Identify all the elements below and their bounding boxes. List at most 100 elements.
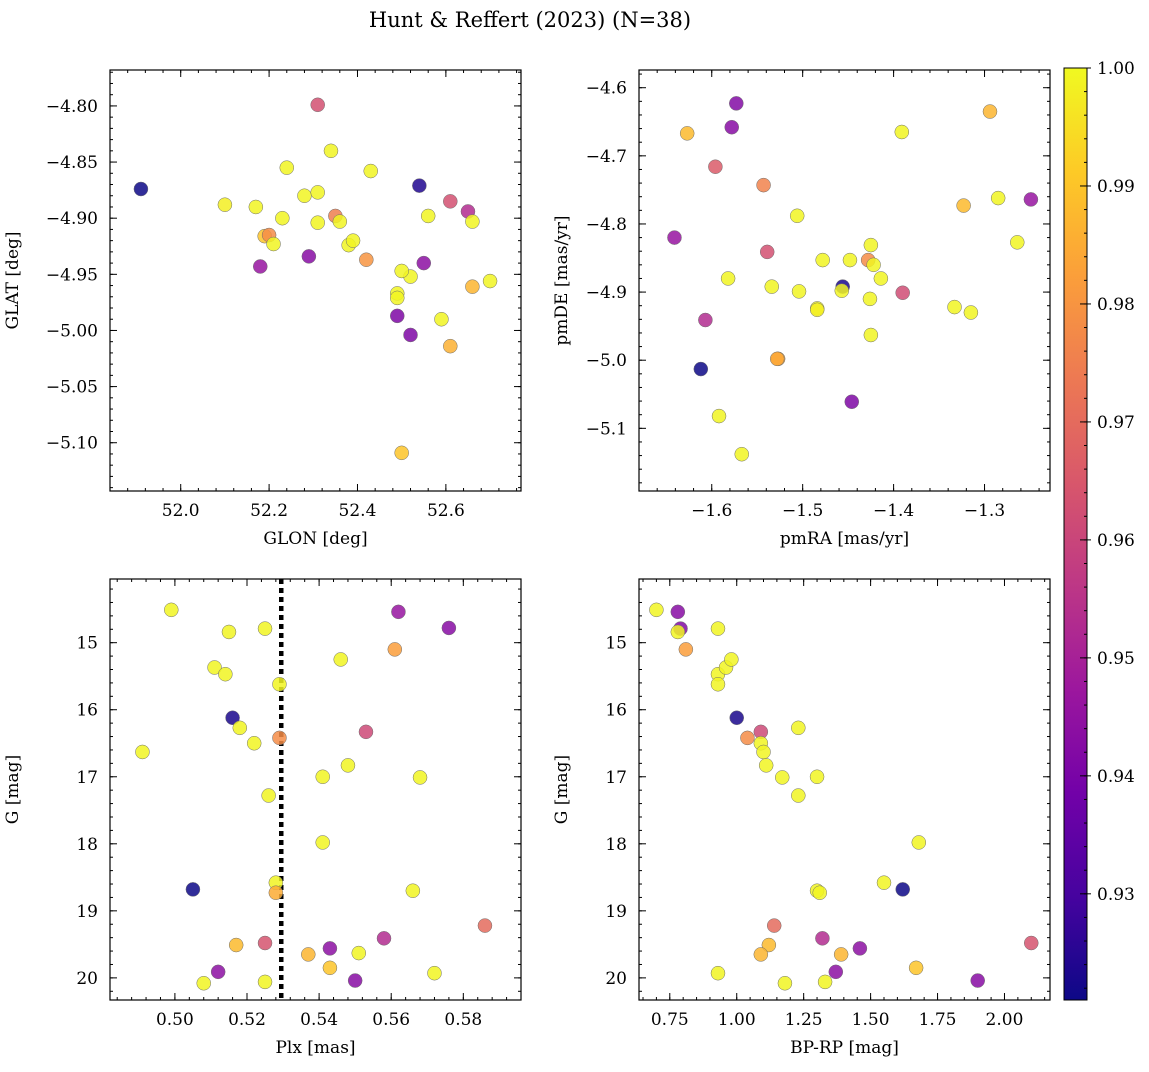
data-point: [477, 918, 493, 933]
data-point: [990, 190, 1006, 206]
x-tick-label: 0.52: [228, 1010, 266, 1030]
y-tick-label: −4.80: [46, 97, 98, 117]
data-point: [753, 947, 769, 962]
x-tick-label: −1.5: [782, 501, 823, 521]
y-tick-label: −5.0: [586, 351, 627, 371]
y-tick-label: −5.00: [46, 321, 98, 341]
data-point: [710, 621, 726, 636]
data-point: [232, 720, 248, 736]
y-tick-label: −4.90: [46, 209, 98, 229]
data-point: [791, 284, 807, 299]
data-point: [391, 604, 406, 620]
x-axis-label: Plx [mas]: [275, 1038, 355, 1058]
data-point: [756, 744, 771, 760]
y-tick-label: 16: [76, 701, 98, 721]
data-point: [135, 744, 150, 760]
x-tick-label: 0.56: [372, 1010, 410, 1030]
data-point: [133, 181, 149, 197]
data-point: [390, 308, 405, 324]
data-point: [315, 769, 330, 785]
x-axis-label: pmRA [mas/yr]: [780, 529, 909, 549]
data-point: [708, 159, 723, 174]
y-tick-label: 16: [605, 701, 627, 721]
x-tick-label: 0.50: [156, 1010, 194, 1030]
data-point: [225, 710, 240, 726]
data-point: [774, 770, 790, 785]
data-point: [297, 188, 312, 203]
y-axis-label: G [mag]: [552, 755, 572, 824]
data-point: [394, 263, 409, 279]
y-tick-label: −5.05: [46, 378, 98, 398]
data-point: [649, 602, 664, 618]
data-point: [894, 124, 910, 140]
data-point: [363, 163, 378, 179]
data-point: [1024, 935, 1039, 951]
data-point: [210, 964, 226, 980]
data-point: [164, 602, 179, 618]
data-point: [956, 198, 971, 213]
data-point: [698, 312, 713, 328]
data-point: [310, 185, 325, 200]
axes-frame: [109, 69, 522, 492]
data-point: [724, 119, 739, 135]
data-point: [809, 769, 825, 785]
data-point: [347, 973, 363, 988]
y-tick-label: 20: [605, 969, 627, 989]
data-point: [185, 882, 201, 897]
data-point: [465, 214, 480, 229]
y-tick-label: 15: [605, 634, 627, 654]
data-point: [301, 947, 316, 962]
data-point: [863, 327, 879, 343]
data-point: [279, 160, 295, 175]
data-point: [333, 652, 348, 667]
data-point: [766, 918, 782, 933]
data-point: [403, 327, 418, 343]
data-point: [420, 208, 436, 224]
data-point: [970, 973, 985, 988]
x-axis-label: GLON [deg]: [263, 529, 367, 549]
data-point: [764, 279, 780, 294]
panel-glon-glat: 52.0 52.2 52.4 52.6 −4.80 −4.85 −4.90 −4.95 −5.0…: [3, 69, 522, 549]
data-point: [394, 445, 409, 461]
data-point: [1023, 192, 1039, 207]
axes-frame: [638, 578, 1051, 1001]
data-point: [828, 964, 844, 980]
figure-title: Hunt & Reffert (2023) (N=38): [369, 8, 691, 32]
data-point: [862, 291, 878, 307]
data-point: [758, 758, 774, 773]
y-tick-label: −4.85: [46, 153, 98, 173]
data-point: [434, 311, 449, 327]
data-point: [376, 931, 392, 946]
data-point: [734, 446, 749, 462]
data-point: [345, 233, 361, 248]
data-point: [427, 965, 442, 981]
y-tick-label: −4.8: [586, 215, 627, 235]
x-tick-label: 1.25: [785, 1010, 823, 1030]
data-point: [761, 937, 777, 953]
data-point: [667, 230, 682, 245]
y-tick-label: 20: [76, 969, 98, 989]
data-point: [272, 730, 287, 746]
data-point: [809, 302, 825, 318]
data-point: [310, 215, 325, 230]
data-point: [218, 666, 233, 682]
data-point: [266, 236, 281, 252]
data-point: [876, 875, 892, 890]
x-tick-label: 2.00: [986, 1010, 1024, 1030]
panel-color-magnitude: 0.75 1.00 1.25 1.50 1.75 2.00 15 16 17 18 19 20 BP-R…: [552, 578, 1051, 1058]
data-point: [729, 710, 744, 726]
data-point: [268, 885, 284, 900]
panel-parallax-magnitude: 0.50 0.52 0.54 0.56 0.58 15 16 17 18 19 20 Plx [mas…: [3, 578, 522, 1058]
data-point: [815, 931, 830, 946]
x-tick-label: 0.58: [444, 1010, 482, 1030]
panel-proper-motion: −1.6 −1.5 −1.4 −1.3 −4.6 −4.7 −4.8 −4.9 −5.0 −5.1…: [552, 69, 1051, 549]
data-point: [834, 283, 850, 298]
data-point: [777, 975, 793, 991]
y-tick-label: 18: [76, 835, 98, 855]
data-point: [815, 252, 830, 268]
data-point: [789, 208, 805, 224]
colorbar-tick-label: 0.95: [1097, 649, 1135, 669]
data-point: [720, 271, 736, 286]
data-point: [253, 259, 268, 274]
